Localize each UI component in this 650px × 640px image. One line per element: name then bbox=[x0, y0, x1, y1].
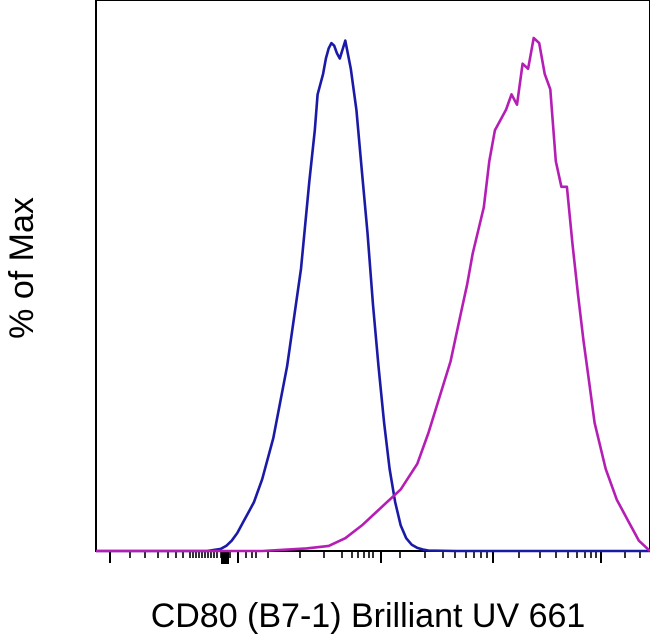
series-line-2 bbox=[96, 36, 650, 553]
x-axis-label: CD80 (B7-1) Brilliant UV 661 bbox=[151, 597, 586, 635]
series-line-1 bbox=[96, 39, 650, 553]
plot-frame bbox=[95, 0, 650, 552]
x-axis-ticks bbox=[109, 551, 641, 564]
y-axis-label: % of Max bbox=[3, 197, 41, 339]
series-group bbox=[96, 36, 650, 553]
